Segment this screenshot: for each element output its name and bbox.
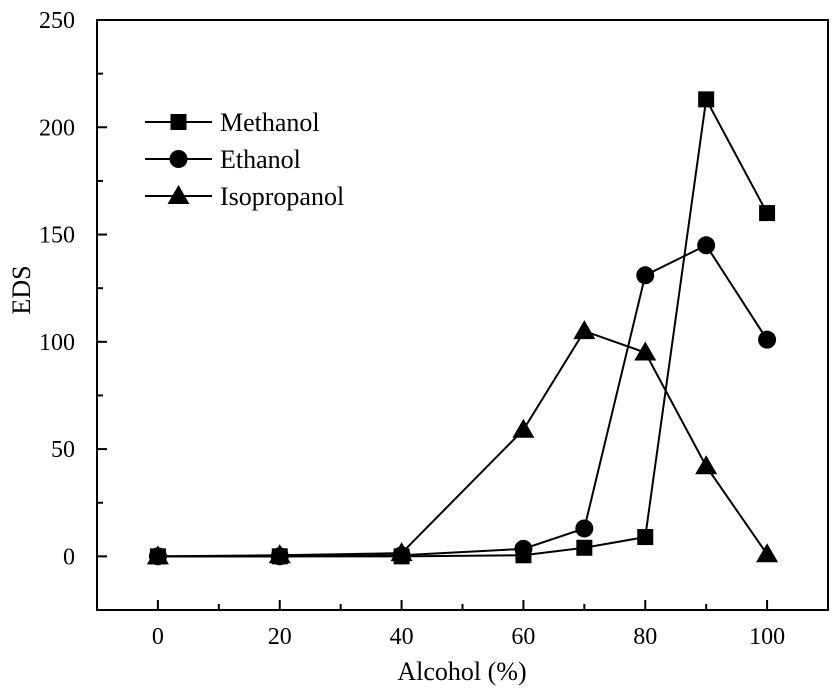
- legend: Methanol Ethanol Isopropanol: [145, 108, 344, 211]
- x-tick-label: 0: [152, 624, 164, 650]
- data-point-ethanol: [636, 266, 655, 285]
- y-tick-label: 0: [63, 544, 75, 570]
- y-tick-label: 100: [39, 330, 75, 356]
- series-isopropanol: [146, 320, 779, 565]
- data-point-methanol: [637, 529, 654, 546]
- x-tick-label: 60: [511, 624, 535, 650]
- data-point-ethanol: [697, 236, 716, 255]
- axes: [96, 19, 829, 611]
- data-point-methanol: [698, 91, 715, 108]
- data-point-isopropanol: [390, 542, 413, 562]
- data-point-ethanol: [514, 539, 533, 558]
- x-tick-label: 100: [749, 624, 785, 650]
- data-point-isopropanol: [634, 341, 657, 361]
- legend-item-methanol: Methanol: [145, 108, 320, 137]
- y-tick-label: 250: [39, 8, 75, 34]
- legend-item-ethanol: Ethanol: [145, 145, 301, 174]
- series-line-isopropanol: [157, 329, 768, 558]
- data-point-isopropanol: [573, 320, 596, 340]
- legend-label-methanol: Methanol: [220, 108, 320, 137]
- y-tick-label: 50: [51, 437, 75, 463]
- data-point-isopropanol: [695, 455, 718, 475]
- legend-marker-isopropanol: [167, 185, 190, 204]
- data-point-methanol: [576, 539, 593, 556]
- legend-label-ethanol: Ethanol: [220, 145, 301, 174]
- x-axis-title: Alcohol (%): [397, 657, 526, 686]
- chart-text: Alcohol (%) EDS 0 20 40 60 80 100 0 50 100 150 200…: [7, 8, 785, 686]
- legend-marker-methanol: [170, 114, 187, 130]
- data-series: [146, 91, 779, 566]
- data-point-ethanol: [758, 330, 777, 349]
- data-point-isopropanol: [146, 545, 169, 565]
- tick-marks: [96, 19, 829, 610]
- legend-item-isopropanol: Isopropanol: [145, 182, 344, 211]
- x-tick-label: 80: [633, 624, 657, 650]
- y-tick-label: 150: [39, 223, 75, 249]
- x-tick-label: 40: [390, 624, 414, 650]
- plot-frame: [96, 19, 829, 611]
- data-point-isopropanol: [268, 544, 291, 564]
- data-point-methanol: [759, 205, 776, 222]
- data-point-isopropanol: [512, 418, 535, 438]
- legend-marker-ethanol: [169, 150, 188, 168]
- series-line-ethanol: [157, 243, 768, 558]
- y-axis-title: EDS: [7, 265, 36, 314]
- legend-label-isopropanol: Isopropanol: [220, 182, 344, 211]
- data-point-isopropanol: [756, 543, 779, 563]
- y-tick-label: 200: [39, 115, 75, 141]
- series-ethanol: [148, 236, 777, 566]
- x-tick-label: 20: [268, 624, 292, 650]
- data-point-ethanol: [575, 519, 594, 538]
